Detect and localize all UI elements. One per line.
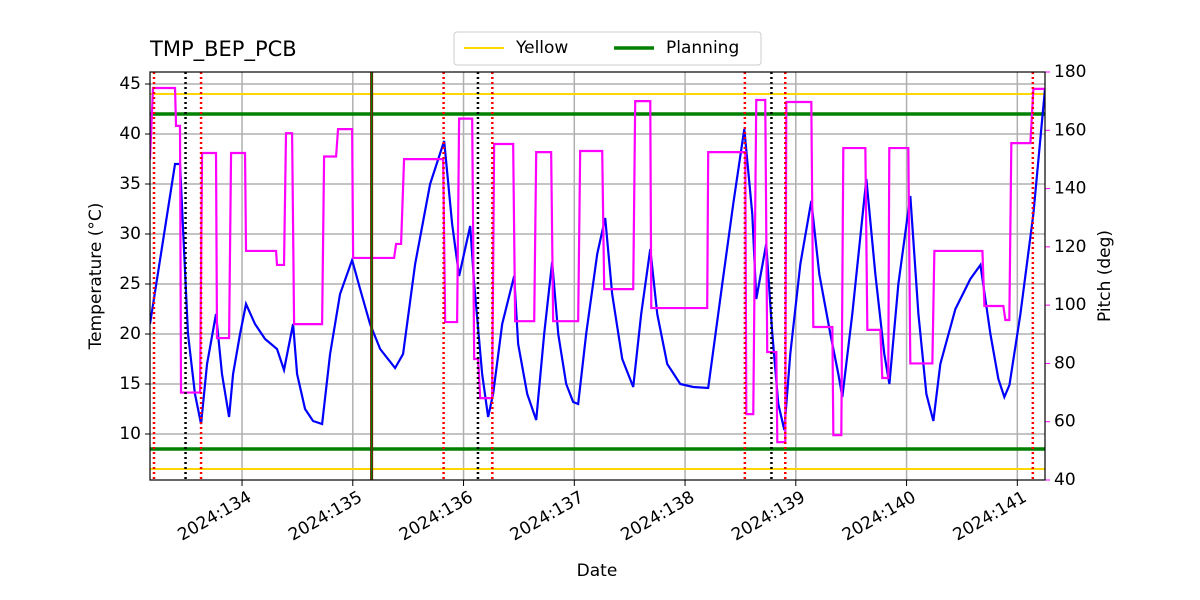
- y2-tick-label: 160: [1054, 120, 1086, 140]
- chart-title: TMP_BEP_PCB: [149, 37, 297, 62]
- y-tick-label: 20: [119, 324, 141, 344]
- legend-label: Yellow: [515, 38, 568, 58]
- y2-tick-label: 140: [1054, 179, 1086, 199]
- y-tick-label: 35: [119, 174, 141, 194]
- x-tick-label: 2024:138: [618, 487, 699, 545]
- y-tick-label: 15: [119, 374, 141, 394]
- legend-label: Planning: [666, 38, 739, 58]
- x-tick-label: 2024:140: [839, 487, 920, 545]
- y-axis-label: Temperature (°C): [86, 203, 106, 351]
- x-axis-label: Date: [577, 561, 618, 581]
- x-tick-label: 2024:137: [507, 487, 588, 545]
- x-tick-label: 2024:136: [396, 487, 477, 545]
- y-tick-label: 45: [119, 74, 141, 94]
- x-tick-label: 2024:135: [285, 487, 366, 545]
- x-tick-label: 2024:139: [728, 487, 809, 545]
- x-tick-label: 2024:141: [950, 487, 1031, 545]
- data-line: [150, 88, 1045, 431]
- y-tick-label: 10: [119, 424, 141, 444]
- y2-tick-label: 120: [1054, 237, 1086, 257]
- y2-axis-label: Pitch (deg): [1095, 230, 1115, 322]
- y2-tick-label: 40: [1054, 470, 1076, 490]
- data-line: [150, 86, 1045, 444]
- y2-tick-label: 60: [1054, 412, 1076, 432]
- plot-frame: [149, 71, 1046, 481]
- y-tick-label: 40: [119, 124, 141, 144]
- y2-tick-label: 180: [1054, 62, 1086, 82]
- y2-tick-label: 100: [1054, 295, 1086, 315]
- x-tick-label: 2024:134: [174, 487, 255, 545]
- legend-box: [453, 31, 762, 66]
- y2-tick-label: 80: [1054, 353, 1076, 373]
- y-tick-label: 25: [119, 274, 141, 294]
- y-tick-label: 30: [119, 224, 141, 244]
